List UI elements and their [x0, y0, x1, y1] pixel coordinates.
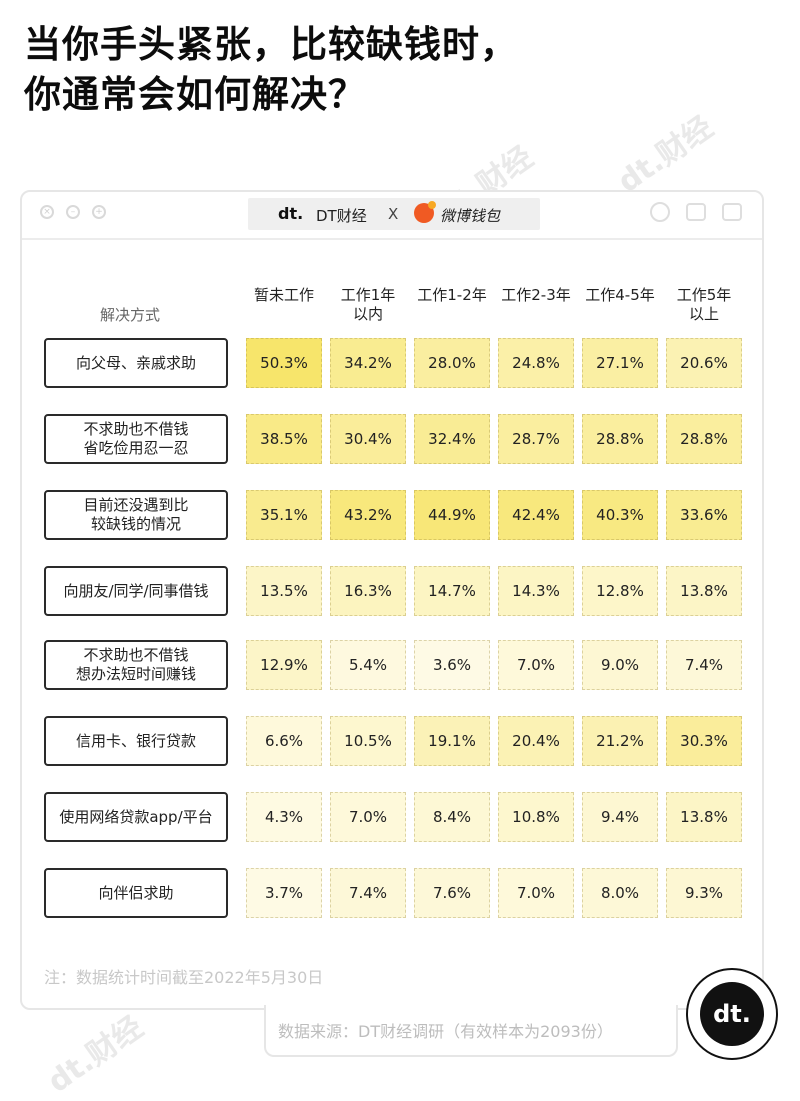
table-cell: 28.8% [582, 414, 658, 464]
dt-logo-icon: dt. [278, 204, 304, 223]
table-cell: 9.0% [582, 640, 658, 690]
table-cell: 32.4% [414, 414, 490, 464]
table-cell: 14.3% [498, 566, 574, 616]
table-cell: 13.8% [666, 792, 742, 842]
column-header: 工作1-2年 [417, 286, 487, 304]
table-cell: 5.4% [330, 640, 406, 690]
title-line-2: 你通常会如何解决？ [24, 73, 366, 116]
window-title-bar: × – + dt. DT财经 X 微博钱包 [22, 192, 762, 240]
table-cell: 42.4% [498, 490, 574, 540]
column-header: 暂未工作 [253, 286, 314, 304]
row-label: 不求助也不借钱 省吃俭用忍一忍 [44, 414, 228, 464]
table-cell: 19.1% [414, 716, 490, 766]
dt-badge-icon[interactable]: dt. [686, 968, 778, 1060]
data-source: 数据来源：DT财经调研（有效样本为2093份） [278, 1022, 613, 1041]
table-cell: 12.8% [582, 566, 658, 616]
table-cell: 28.7% [498, 414, 574, 464]
maximize-icon[interactable]: + [92, 205, 106, 219]
table-cell: 40.3% [582, 490, 658, 540]
row-label: 信用卡、银行贷款 [44, 716, 228, 766]
table-cell: 43.2% [330, 490, 406, 540]
table-cell: 7.0% [498, 868, 574, 918]
row-label: 目前还没遇到比 较缺钱的情况 [44, 490, 228, 540]
table-cell: 14.7% [414, 566, 490, 616]
table-cell: 9.3% [666, 868, 742, 918]
table-cell: 10.8% [498, 792, 574, 842]
table-cell: 30.4% [330, 414, 406, 464]
brand-dt-name: DT财经 [316, 207, 367, 225]
table-cell: 12.9% [246, 640, 322, 690]
table-cell: 13.5% [246, 566, 322, 616]
table-cell: 28.8% [666, 414, 742, 464]
column-header: 工作2-3年 [501, 286, 571, 304]
table-cell: 27.1% [582, 338, 658, 388]
window-icon[interactable] [722, 203, 742, 221]
table-cell: 7.4% [666, 640, 742, 690]
close-icon[interactable]: × [40, 205, 54, 219]
watermark: dt.财经 [41, 1009, 150, 1100]
table-cell: 8.4% [414, 792, 490, 842]
table-cell: 3.7% [246, 868, 322, 918]
watermark: dt.财经 [611, 109, 720, 200]
table-cell: 4.3% [246, 792, 322, 842]
row-label: 向朋友/同学/同事借钱 [44, 566, 228, 616]
table-cell: 9.4% [582, 792, 658, 842]
row-header-label: 解决方式 [99, 306, 160, 324]
table-cell: 35.1% [246, 490, 322, 540]
weibo-logo-icon [414, 201, 436, 223]
column-header: 工作1年 以内 [340, 286, 396, 323]
record-icon[interactable] [650, 202, 670, 222]
page-title: 当你手头紧张，比较缺钱时， 你通常会如何解决？ [24, 20, 518, 120]
table-cell: 7.0% [330, 792, 406, 842]
source-tab [264, 1005, 678, 1057]
upload-icon[interactable] [686, 203, 706, 221]
table-cell: 6.6% [246, 716, 322, 766]
dt-badge-logo: dt. [700, 982, 764, 1046]
table-cell: 44.9% [414, 490, 490, 540]
table-cell: 3.6% [414, 640, 490, 690]
table-cell: 28.0% [414, 338, 490, 388]
table-cell: 16.3% [330, 566, 406, 616]
column-header: 工作4-5年 [585, 286, 655, 304]
footnote: 注：数据统计时间截至2022年5月30日 [44, 968, 324, 987]
table-cell: 24.8% [498, 338, 574, 388]
minimize-icon[interactable]: – [66, 205, 80, 219]
table-cell: 7.4% [330, 868, 406, 918]
table-cell: 10.5% [330, 716, 406, 766]
table-cell: 30.3% [666, 716, 742, 766]
column-header: 工作5年 以上 [676, 286, 732, 323]
table-cell: 34.2% [330, 338, 406, 388]
row-label: 向伴侣求助 [44, 868, 228, 918]
table-cell: 50.3% [246, 338, 322, 388]
table-cell: 8.0% [582, 868, 658, 918]
table-cell: 20.4% [498, 716, 574, 766]
brand-weibo-name: 微博钱包 [440, 207, 501, 225]
brand-banner: dt. DT财经 X 微博钱包 [248, 198, 540, 230]
table-cell: 38.5% [246, 414, 322, 464]
table-cell: 21.2% [582, 716, 658, 766]
row-label: 使用网络贷款app/平台 [44, 792, 228, 842]
title-line-1: 当你手头紧张，比较缺钱时， [24, 23, 518, 66]
row-label: 不求助也不借钱 想办法短时间赚钱 [44, 640, 228, 690]
table-cell: 33.6% [666, 490, 742, 540]
table-cell: 7.0% [498, 640, 574, 690]
row-label: 向父母、亲戚求助 [44, 338, 228, 388]
table-cell: 20.6% [666, 338, 742, 388]
table-cell: 13.8% [666, 566, 742, 616]
table-cell: 7.6% [414, 868, 490, 918]
brand-separator: X [388, 205, 399, 223]
